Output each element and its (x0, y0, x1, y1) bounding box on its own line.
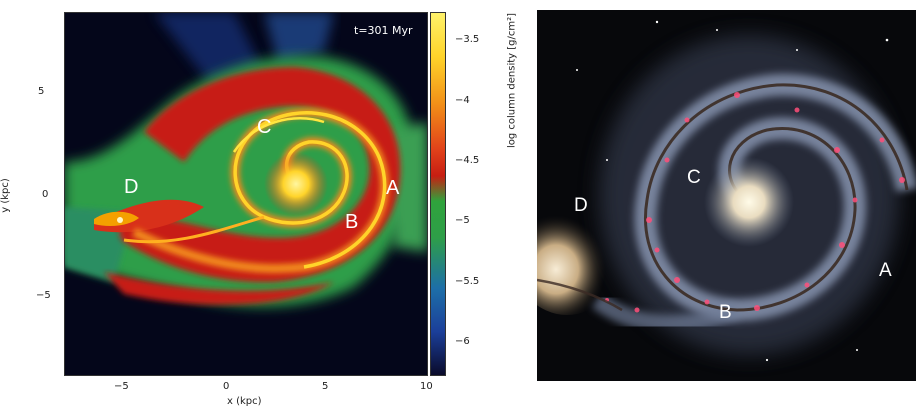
region-label-a: A (386, 177, 400, 199)
region-label-d: D (124, 176, 138, 198)
colorbar-tick: −5.5 (455, 276, 480, 287)
galaxy-photo-image (537, 10, 916, 381)
region-label-c: C (257, 116, 271, 138)
plot-frame (64, 12, 428, 376)
colorbar-tick: −4 (455, 95, 470, 106)
x-tick: 0 (223, 381, 230, 392)
x-tick: 10 (420, 381, 433, 392)
x-tick: 5 (322, 381, 329, 392)
colorbar-tick: −4.5 (455, 155, 480, 166)
photo-region-label-c: C (687, 167, 701, 188)
simulation-density-map: t=301 Myr A B C D (64, 12, 428, 376)
x-axis-label: x (kpc) (227, 396, 262, 407)
colorbar (430, 12, 446, 376)
y-axis-label: y (kpc) (0, 178, 11, 213)
photo-region-label-d: D (574, 195, 588, 216)
y-tick: 5 (38, 86, 45, 97)
simulation-time-label: t=301 Myr (354, 24, 413, 37)
galaxy-photo: A B C D (537, 10, 916, 381)
y-tick: −5 (36, 290, 51, 301)
y-tick: 0 (42, 189, 49, 200)
colorbar-tick: −3.5 (455, 34, 480, 45)
colorbar-label: log column density [g/cm²] (506, 12, 518, 149)
photo-region-label-a: A (879, 260, 892, 281)
x-tick: −5 (114, 381, 129, 392)
colorbar-tick: −5 (455, 215, 470, 226)
colorbar-tick: −6 (455, 336, 470, 347)
photo-region-label-b: B (719, 302, 732, 323)
simulation-figure: t=301 Myr A B C D 5 0 −5 y (kpc) −5 0 5 … (0, 12, 518, 407)
region-label-b: B (345, 211, 358, 233)
